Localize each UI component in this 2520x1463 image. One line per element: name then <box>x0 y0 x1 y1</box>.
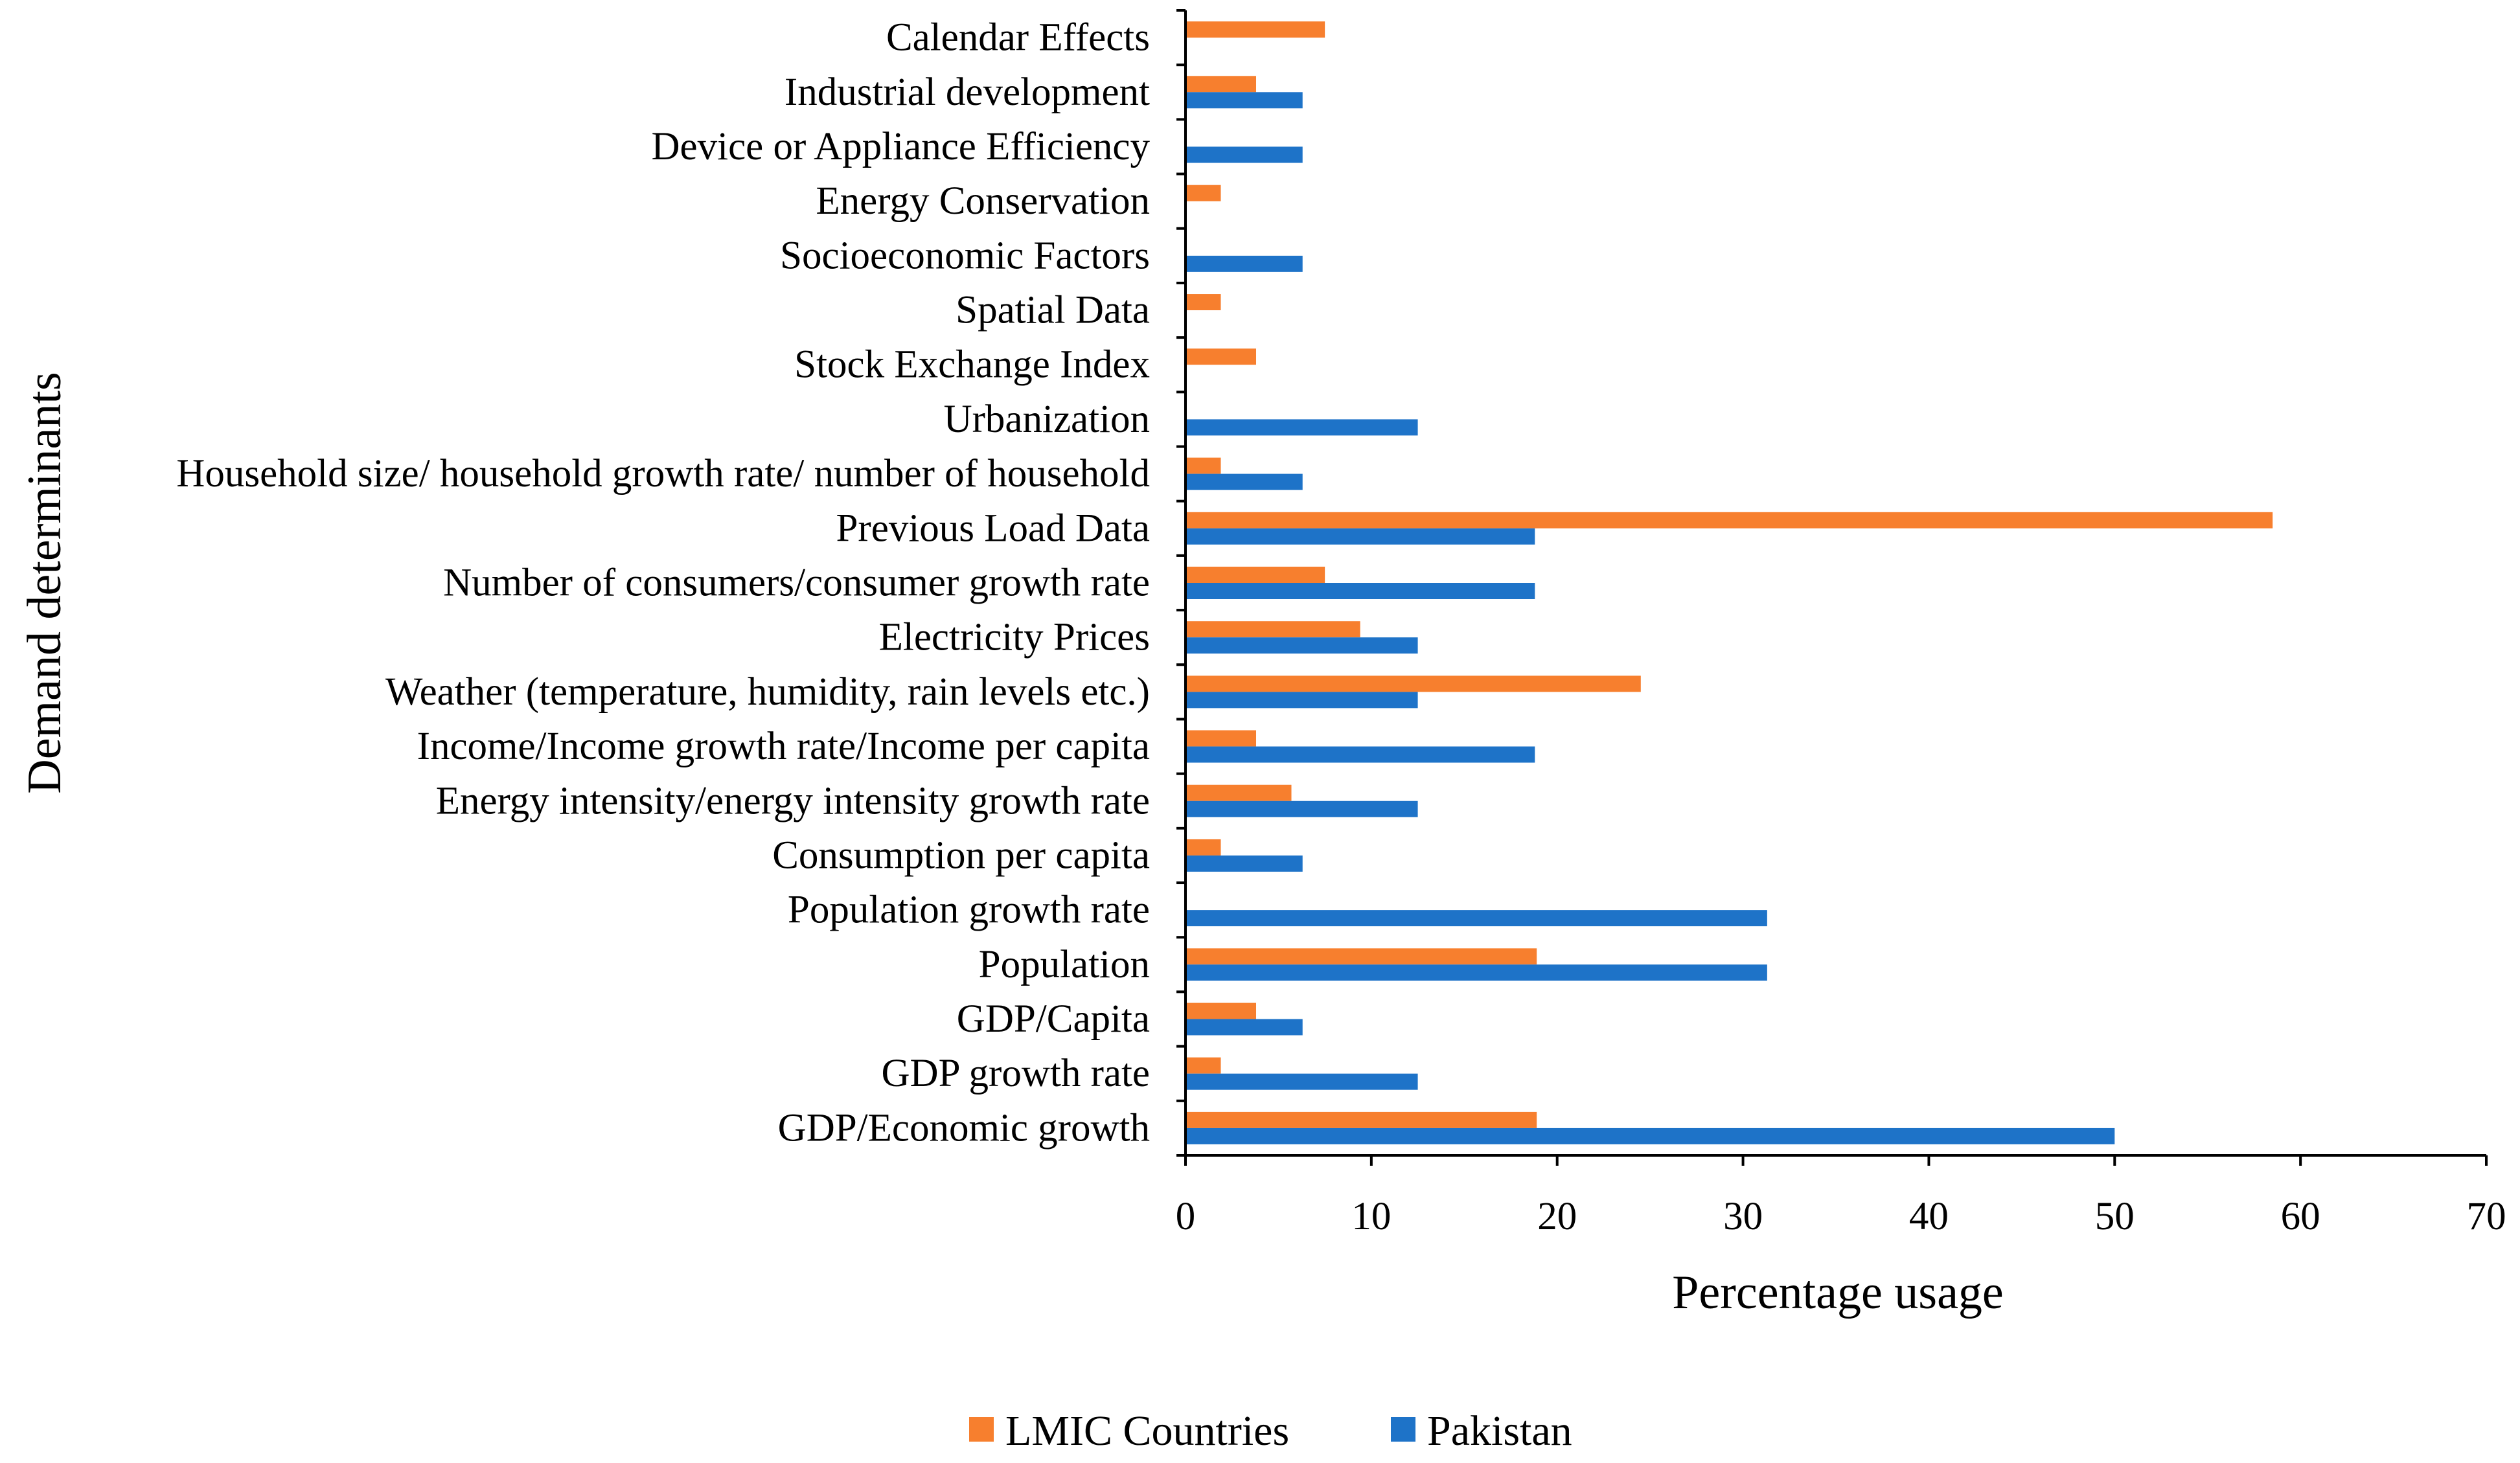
category-label: Energy Conservation <box>816 179 1150 223</box>
bar-pakistan <box>1186 637 1418 654</box>
bar-pakistan <box>1186 92 1303 109</box>
bar-lmic <box>1186 294 1221 311</box>
x-tick-label: 30 <box>1723 1195 1763 1238</box>
bar-pakistan <box>1186 910 1767 927</box>
y-axis-ticks <box>1176 9 1186 1157</box>
bar-pakistan <box>1186 800 1418 817</box>
category-label: Device or Appliance Efficiency <box>652 125 1151 168</box>
x-axis-ticks <box>1184 1155 2488 1166</box>
bar-pakistan <box>1186 746 1535 763</box>
category-label: GDP growth rate <box>882 1052 1151 1095</box>
x-axis-title: Percentage usage <box>1672 1266 2004 1319</box>
x-tick-label: 0 <box>1176 1195 1196 1238</box>
category-label: Population growth rate <box>788 889 1150 932</box>
x-tick-label: 70 <box>2467 1195 2506 1238</box>
category-labels: Calendar Effects Industrial development De… <box>176 16 1150 1150</box>
bar-pakistan <box>1186 964 1767 981</box>
bar-lmic <box>1186 784 1292 801</box>
bar-lmic <box>1186 1111 1537 1128</box>
category-label: Urbanization <box>944 398 1150 441</box>
bar-lmic <box>1186 730 1257 747</box>
bar-lmic <box>1186 348 1257 365</box>
y-axis-title: Demand determinants <box>18 372 71 793</box>
bar-lmic <box>1186 675 1641 692</box>
bar-pakistan <box>1186 146 1303 163</box>
category-label: GDP/Economic growth <box>778 1106 1150 1150</box>
category-label: Energy intensity/energy intensity growth… <box>436 779 1150 822</box>
bar-lmic <box>1186 621 1360 638</box>
x-tick-label: 60 <box>2281 1195 2320 1238</box>
category-label: Weather (temperature, humidity, rain lev… <box>385 670 1150 714</box>
bar-pakistan <box>1186 692 1418 709</box>
bar-pakistan <box>1186 1128 2115 1144</box>
bar-lmic <box>1186 512 2273 528</box>
category-label: Electricity Prices <box>879 616 1150 659</box>
x-tick-labels: 0 10 20 30 40 50 60 70 <box>1176 1195 2506 1238</box>
bar-pakistan <box>1186 1073 1418 1090</box>
x-tick-label: 10 <box>1351 1195 1391 1238</box>
category-label: Consumption per capita <box>772 834 1150 877</box>
category-label: Previous Load Data <box>836 506 1151 550</box>
x-tick-label: 20 <box>1537 1195 1577 1238</box>
legend-swatch-pakistan <box>1391 1417 1415 1442</box>
bar-lmic <box>1186 567 1325 583</box>
bar-pakistan <box>1186 855 1303 872</box>
bar-lmic <box>1186 185 1221 201</box>
category-label: Industrial development <box>785 71 1150 114</box>
category-label: Calendar Effects <box>886 16 1150 60</box>
legend-label-lmic: LMIC Countries <box>1005 1407 1289 1455</box>
x-tick-label: 50 <box>2095 1195 2135 1238</box>
bar-pakistan <box>1186 473 1303 490</box>
category-label: Income/Income growth rate/Income per cap… <box>417 725 1150 768</box>
x-tick-label: 40 <box>1909 1195 1949 1238</box>
category-label: Number of consumers/consumer growth rate <box>443 561 1150 605</box>
bar-pakistan <box>1186 583 1535 599</box>
bar-lmic <box>1186 21 1325 38</box>
bar-lmic <box>1186 948 1537 965</box>
legend: LMIC Countries Pakistan <box>969 1407 1572 1455</box>
bar-lmic <box>1186 839 1221 856</box>
bar-pakistan <box>1186 419 1418 436</box>
bar-lmic <box>1186 1057 1221 1074</box>
category-label: Stock Exchange Index <box>794 343 1150 387</box>
bars-group <box>1186 21 2273 1144</box>
legend-swatch-lmic <box>969 1417 994 1442</box>
bar-lmic <box>1186 457 1221 474</box>
legend-label-pakistan: Pakistan <box>1427 1407 1572 1455</box>
bar-lmic <box>1186 76 1257 93</box>
bar-lmic <box>1186 1003 1257 1019</box>
bar-pakistan <box>1186 255 1303 272</box>
bar-pakistan <box>1186 528 1535 545</box>
category-label: GDP/Capita <box>957 997 1150 1041</box>
category-label: Population <box>979 943 1150 986</box>
category-label: Socioeconomic Factors <box>780 234 1150 277</box>
category-label: Spatial Data <box>956 289 1150 332</box>
bar-pakistan <box>1186 1019 1303 1036</box>
category-label: Household size/ household growth rate/ n… <box>176 452 1150 495</box>
